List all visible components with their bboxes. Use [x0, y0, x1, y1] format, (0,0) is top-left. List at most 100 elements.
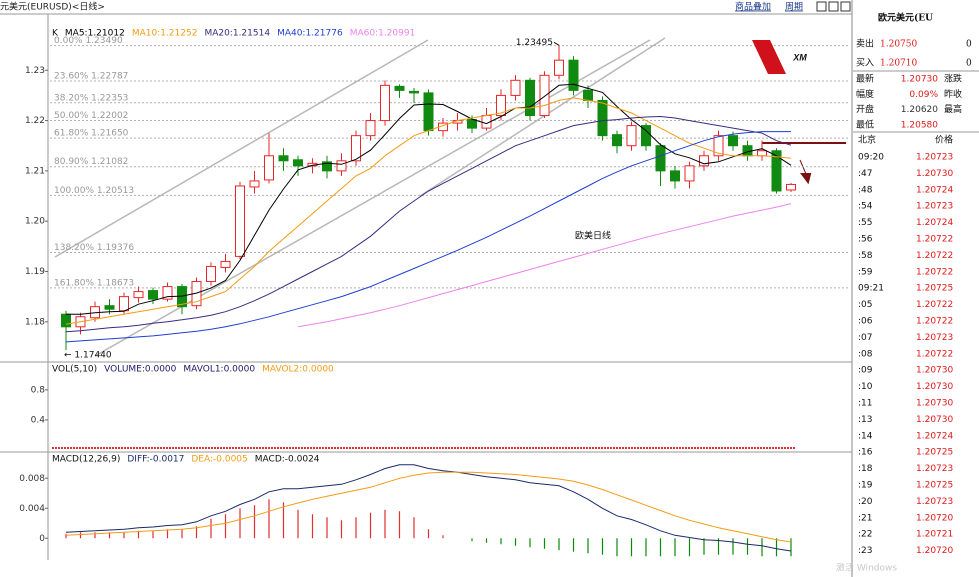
legend-entry: MACD:-0.0024 [255, 455, 320, 465]
tick-price: 1.20730 [916, 415, 953, 425]
fib-label: 80.90% 1.21082 [54, 157, 128, 167]
stat-value: 1.20620 [901, 105, 938, 115]
fib-label: 161.80% 1.18673 [54, 278, 134, 288]
period-button[interactable]: 周期 [785, 2, 803, 13]
y-tick-label: 1.23 [25, 66, 45, 76]
window-button[interactable] [816, 1, 827, 12]
legend-entry: MA60:1.20991 [350, 29, 416, 39]
tick-price: 1.20730 [916, 382, 953, 392]
window-button[interactable] [828, 1, 839, 12]
y-tick-label: 0.8 [31, 385, 46, 395]
tick-price: 1.20725 [916, 448, 953, 458]
line-series [65, 131, 791, 343]
tick-price: 1.20720 [916, 513, 953, 523]
candle-body [148, 290, 158, 300]
candle-body [351, 135, 361, 162]
stat-label: 最低 [856, 118, 874, 130]
candle-body [757, 150, 767, 157]
high-pointer [553, 41, 560, 46]
tick-time: :13 [858, 415, 872, 425]
y-tick-label: 1.19 [25, 267, 45, 277]
chart-annotation: 欧美日线 [575, 230, 611, 242]
legend-entry: DEA:-0.0005 [191, 455, 247, 465]
stat-label: 最高 [944, 103, 962, 115]
candle-body [786, 183, 796, 191]
tick-time: :06 [858, 317, 873, 327]
candle-body [525, 79, 535, 117]
tick-price: 1.20721 [916, 530, 953, 540]
tick-time: :10 [858, 382, 873, 392]
candle-body [206, 265, 216, 283]
stat-value: 1.20580 [901, 120, 938, 130]
candle-body [322, 161, 332, 172]
y-tick-label: 0.008 [19, 474, 45, 484]
candle-body [423, 92, 434, 132]
candle-body [510, 79, 521, 96]
fib-label: 138.20% 1.19376 [54, 243, 134, 253]
window-button[interactable] [840, 1, 851, 12]
window-buttons [816, 1, 851, 12]
line-series [65, 471, 792, 543]
tick-price: 1.20723 [916, 464, 953, 474]
y-tick-label: 0.004 [19, 504, 45, 514]
y-tick-label: 1.18 [25, 317, 45, 327]
tick-time: :23 [858, 546, 872, 556]
candle-body [104, 305, 115, 310]
logo: XM [752, 40, 807, 74]
fib-label: 61.80% 1.21650 [54, 129, 129, 139]
tick-price: 1.20724 [916, 185, 953, 195]
legend-entry: VOLUME:0.0000 [104, 365, 176, 375]
tick-time: :47 [858, 169, 872, 179]
candle-body [264, 155, 274, 181]
legend-entry: MA10:1.21252 [132, 29, 198, 39]
stat-label: 昨收 [944, 88, 962, 100]
candle-body [61, 313, 71, 328]
symbol-label: 元美元(EURUSD)<日线> [0, 1, 105, 13]
overlay-button[interactable]: 商品叠加 [735, 1, 771, 13]
legend-entry: MA20:1.21514 [204, 29, 270, 39]
fib-label: 0.00% 1.23490 [54, 36, 123, 46]
candle-body [496, 94, 506, 117]
quote-qty: 0 [966, 59, 972, 69]
tick-price: 1.20730 [916, 366, 953, 376]
fib-label: 38.20% 1.22353 [54, 93, 128, 103]
tick-time: 09:20 [858, 153, 884, 163]
candle-body [162, 286, 173, 300]
fib-label: 100.00% 1.20513 [54, 186, 134, 196]
quote-panel: 欧元美元(EU 卖出 1.20750 0 买入 1.20710 0 最新 1.20730 涨跌幅度… [853, 0, 979, 577]
tick-time: :09 [858, 366, 873, 376]
tick-price: 1.20724 [916, 431, 953, 441]
fib-label: 23.60% 1.22787 [54, 71, 128, 81]
candle-body [133, 291, 144, 299]
tick-price: 1.20722 [916, 317, 953, 327]
tick-time: :58 [858, 251, 873, 261]
tick-price: 1.20725 [916, 481, 953, 491]
legend-entry: MA40:1.21776 [277, 29, 343, 39]
tick-price: 1.20730 [916, 399, 953, 409]
candle-body [670, 170, 680, 182]
y-tick-label: 0 [39, 534, 45, 544]
tick-time: :54 [858, 202, 873, 212]
stat-label: 最新 [856, 73, 874, 85]
quote-price: 1.20710 [880, 59, 917, 69]
low-label: ← 1.17440 [64, 350, 112, 360]
legend-entry: MAVOL2:0.0000 [262, 365, 334, 375]
stat-value: 1.20730 [901, 75, 938, 85]
tick-price: 1.20722 [916, 300, 953, 310]
candle-body [220, 260, 231, 268]
candle-body [554, 59, 564, 76]
y-tick-label: 0.4 [31, 415, 46, 425]
legend-entry: VOL(5,10) [52, 365, 97, 375]
tick-time: :14 [858, 431, 873, 441]
tick-time: :18 [858, 464, 873, 474]
line-series [65, 464, 792, 552]
tick-time: 09:21 [858, 284, 884, 294]
tick-time: :21 [858, 513, 872, 523]
candle-body [568, 59, 579, 91]
arrow-head [800, 173, 812, 185]
tick-time: :22 [858, 530, 872, 540]
channel-line [54, 39, 429, 258]
candle-body [626, 125, 637, 147]
legend-entry: K [52, 29, 59, 39]
stat-label: 幅度 [856, 88, 874, 100]
